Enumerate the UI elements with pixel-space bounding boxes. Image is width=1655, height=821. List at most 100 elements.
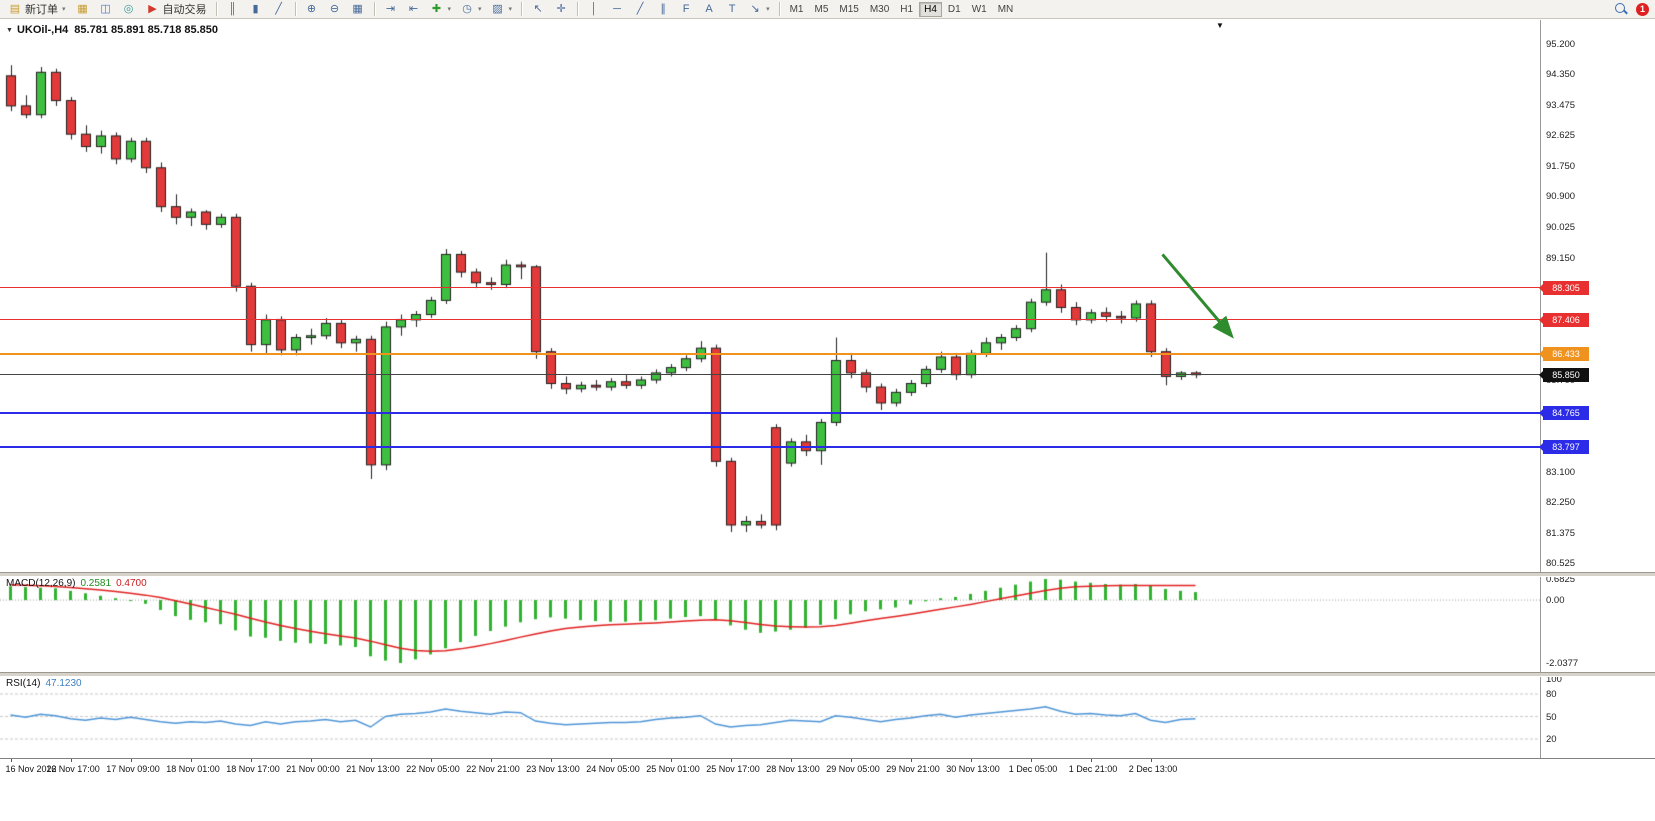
timeframe-m15[interactable]: M15 — [834, 2, 863, 17]
rsi-axis-label: 20 — [1546, 734, 1557, 745]
chart-shift-marker[interactable]: ▼ — [1216, 21, 1224, 30]
fibonacci-button[interactable]: F — [675, 1, 697, 18]
toolbar-separator — [778, 2, 780, 16]
equidistant-channel-icon: ∥ — [660, 2, 666, 15]
time-axis-label: 16 Nov 2022 — [5, 764, 57, 774]
price-axis: 95.200 94.350 93.475 92.625 91.750 90.900 90.0… — [1539, 20, 1653, 758]
price-badge: 84.765 — [1539, 406, 1589, 421]
data-window-button[interactable]: ◫ — [95, 1, 117, 18]
candles-chart-button[interactable]: ▮ — [245, 1, 267, 18]
time-axis-tick — [611, 759, 612, 762]
timeframe-m30[interactable]: M30 — [865, 2, 894, 17]
panel-divider[interactable] — [0, 672, 1655, 677]
time-axis-tick — [311, 759, 312, 762]
time-axis-label: 21 Nov 00:00 — [286, 764, 340, 774]
rsi-axis-label: 100 — [1546, 674, 1562, 685]
new-order-button[interactable]: ▤ 新订单 ▾ — [4, 1, 70, 18]
market-watch-button[interactable]: ▦ — [72, 1, 94, 18]
rsi-name: RSI(14) — [6, 678, 41, 689]
price-axis-label: 91.750 — [1546, 161, 1576, 172]
price-axis-label: 94.350 — [1546, 69, 1576, 81]
rsi-label: RSI(14) 47.1230 — [6, 678, 82, 689]
zoom-in-icon: ⊕ — [306, 2, 317, 15]
chart-options-group: ⇥ ⇤ ✚ ▾ ◷ ▾ ▨ ▾ — [380, 1, 517, 18]
auto-trading-button[interactable]: ▶ 自动交易 — [142, 1, 211, 18]
periods-button[interactable]: ◷ ▾ — [456, 1, 486, 18]
macd-axis-label: 0.6825 — [1546, 574, 1576, 585]
timeframe-d1[interactable]: D1 — [943, 2, 966, 17]
time-axis-label: 29 Nov 21:00 — [886, 764, 940, 774]
new-order-icon: ▤ — [9, 2, 21, 15]
price-axis-border — [1540, 20, 1541, 758]
text-button[interactable]: A — [698, 1, 720, 18]
price-axis-label: 92.625 — [1546, 130, 1576, 142]
ohlc-readout: 85.781 85.891 85.718 85.850 — [74, 24, 219, 36]
time-axis-label: 1 Dec 21:00 — [1068, 764, 1118, 774]
market-watch-icon: ▦ — [77, 2, 88, 15]
macd-panel[interactable] — [0, 575, 1540, 672]
search-icon[interactable] — [1614, 2, 1628, 16]
notification-badge[interactable]: 1 — [1636, 2, 1649, 16]
time-axis[interactable]: 16 Nov 2022 16 Nov 17:00 17 Nov 09:00 18 No… — [0, 758, 1655, 783]
timeframe-m1[interactable]: M1 — [785, 2, 809, 17]
price-axis-label: 81.375 — [1546, 527, 1576, 539]
price-badge: 86.433 — [1539, 347, 1589, 362]
auto-scroll-button[interactable]: ⇥ — [380, 1, 402, 18]
label-icon: T — [728, 2, 736, 15]
collapse-triangle-icon[interactable]: ▼ — [6, 27, 13, 34]
rsi-value: 47.1230 — [45, 678, 82, 689]
price-chart[interactable] — [0, 20, 1540, 572]
trendline-icon: ╱ — [636, 2, 644, 15]
cursor-button[interactable]: ↖ — [527, 1, 549, 18]
panel-divider[interactable] — [0, 572, 1655, 577]
time-axis-tick — [251, 759, 252, 762]
timeframe-m5[interactable]: M5 — [809, 2, 833, 17]
price-badge: 85.850 — [1539, 367, 1589, 382]
main-toolbar: ▤ 新订单 ▾ ▦ ◫ ◎ ▶ 自动交易 ║ ▮ ╱ ⊕ ⊖ ▦ ⇥ ⇤ ✚ ▾ ◷ ▾ ▨ ▾ ↖ ✛ │… — [0, 0, 1655, 19]
time-axis-tick — [491, 759, 492, 762]
indicators-icon: ✚ — [431, 2, 442, 15]
timeframe-group: M1 M5 M15 M30 H1 H4 D1 W1 MN — [785, 1, 1019, 17]
time-axis-label: 29 Nov 05:00 — [826, 764, 880, 774]
macd-label: MACD(12,26,9) 0.2581 0.4700 — [6, 578, 147, 589]
rsi-panel[interactable] — [0, 675, 1540, 758]
time-axis-label: 24 Nov 05:00 — [586, 764, 640, 774]
pointer-group: ↖ ✛ — [527, 1, 572, 18]
timeframe-w1[interactable]: W1 — [967, 2, 992, 17]
arrows-button[interactable]: ↘ ▾ — [744, 1, 774, 18]
rsi-axis-label: 50 — [1546, 711, 1557, 723]
zoom-out-button[interactable]: ⊖ — [324, 1, 346, 18]
zoom-in-button[interactable]: ⊕ — [301, 1, 323, 18]
templates-button[interactable]: ▨ ▾ — [487, 1, 517, 18]
toolbar-separator — [215, 2, 217, 16]
chevron-down-icon: ▾ — [766, 6, 770, 13]
vertical-line-button[interactable]: │ — [583, 1, 605, 18]
time-axis-tick — [791, 759, 792, 762]
fibonacci-icon: F — [682, 2, 690, 15]
time-axis-label: 2 Dec 13:00 — [1128, 764, 1178, 774]
equidistant-channel-button[interactable]: ∥ — [652, 1, 674, 18]
price-badge-notch — [1539, 315, 1543, 324]
label-button[interactable]: T — [721, 1, 743, 18]
line-chart-button[interactable]: ╱ — [268, 1, 290, 18]
horizontal-line-button[interactable]: ─ — [606, 1, 628, 18]
periods-icon: ◷ — [462, 2, 472, 15]
timeframe-h1[interactable]: H1 — [895, 2, 918, 17]
price-axis-label: 83.100 — [1546, 466, 1576, 478]
toolbar-separator — [577, 2, 579, 16]
timeframe-mn[interactable]: MN — [993, 2, 1019, 17]
navigator-button[interactable]: ◎ — [118, 1, 140, 18]
tile-windows-button[interactable]: ▦ — [347, 1, 369, 18]
time-axis-label: 1 Dec 05:00 — [1008, 764, 1058, 774]
crosshair-button[interactable]: ✛ — [550, 1, 572, 18]
chart-shift-button[interactable]: ⇤ — [403, 1, 425, 18]
time-axis-label: 22 Nov 05:00 — [406, 764, 460, 774]
price-axis-label: 93.475 — [1546, 100, 1576, 111]
time-axis-label: 16 Nov 17:00 — [46, 764, 100, 774]
trendline-button[interactable]: ╱ — [629, 1, 651, 18]
time-axis-tick — [551, 759, 552, 762]
vertical-line-icon: │ — [590, 2, 598, 15]
indicators-button[interactable]: ✚ ▾ — [426, 1, 456, 18]
bars-chart-button[interactable]: ║ — [222, 1, 244, 18]
timeframe-h4[interactable]: H4 — [919, 1, 942, 17]
